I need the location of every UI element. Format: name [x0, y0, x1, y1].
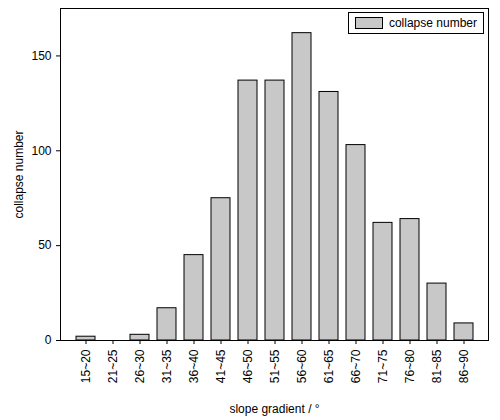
- svg-text:150: 150: [31, 49, 51, 63]
- svg-text:31~35: 31~35: [160, 349, 174, 383]
- svg-text:100: 100: [31, 144, 51, 158]
- svg-text:slope gradient / °: slope gradient / °: [229, 402, 319, 416]
- svg-text:51~55: 51~55: [268, 349, 282, 383]
- svg-text:56~60: 56~60: [295, 349, 309, 383]
- svg-text:collapse number: collapse number: [12, 130, 26, 218]
- svg-text:66~70: 66~70: [349, 349, 363, 383]
- svg-text:50: 50: [38, 238, 52, 252]
- svg-text:21~25: 21~25: [106, 349, 120, 383]
- svg-text:61~65: 61~65: [322, 349, 336, 383]
- svg-text:81~85: 81~85: [430, 349, 444, 383]
- svg-text:26~30: 26~30: [133, 349, 147, 383]
- svg-text:15~20: 15~20: [79, 349, 93, 383]
- svg-text:46~50: 46~50: [241, 349, 255, 383]
- svg-text:76~80: 76~80: [403, 349, 417, 383]
- html-text:collapse number: collapse number: [388, 16, 477, 30]
- svg-text:0: 0: [45, 333, 52, 347]
- svg-text:41~45: 41~45: [214, 349, 228, 383]
- svg-text:71~75: 71~75: [376, 349, 390, 383]
- svg-text:36~40: 36~40: [187, 349, 201, 383]
- svg-text:86~90: 86~90: [457, 349, 471, 383]
